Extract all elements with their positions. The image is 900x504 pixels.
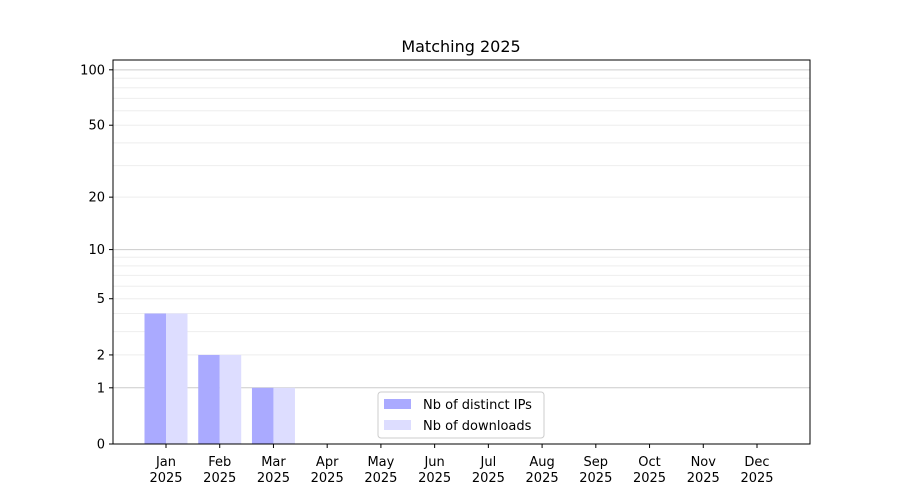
y-tick-label: 5 bbox=[97, 292, 105, 307]
bar-distinct-ips bbox=[251, 387, 274, 444]
chart-title: Matching 2025 bbox=[401, 37, 520, 56]
x-tick-label: Aug 2025 bbox=[526, 455, 559, 486]
y-tick-label: 50 bbox=[88, 119, 105, 134]
legend-swatch-ips bbox=[384, 399, 411, 409]
y-tick-label: 0 bbox=[97, 438, 105, 453]
legend: Nb of distinct IPs Nb of downloads bbox=[377, 391, 545, 439]
y-tick-label: 10 bbox=[88, 243, 105, 258]
x-tick-label: Jun 2025 bbox=[418, 455, 451, 486]
y-tick-label: 20 bbox=[88, 191, 105, 206]
x-tick-label: Oct 2025 bbox=[633, 455, 666, 486]
bar-distinct-ips bbox=[198, 354, 220, 444]
bar-downloads bbox=[219, 354, 242, 444]
x-tick-label: May 2025 bbox=[364, 455, 397, 486]
y-tick-label: 100 bbox=[80, 63, 105, 78]
x-tick-label: Mar 2025 bbox=[257, 455, 290, 486]
bar-distinct-ips bbox=[144, 313, 166, 444]
legend-swatch-downloads bbox=[384, 420, 411, 430]
y-axis: 0 1 2 5 10 20 50 100 bbox=[80, 63, 113, 453]
axes-frame bbox=[112, 59, 811, 445]
x-tick-label: Jul 2025 bbox=[472, 455, 505, 486]
x-tick-label: Apr 2025 bbox=[311, 455, 344, 486]
legend-frame bbox=[377, 391, 545, 439]
bar-downloads bbox=[166, 313, 188, 444]
x-tick-label: Feb 2025 bbox=[203, 455, 236, 486]
legend-label-downloads: Nb of downloads bbox=[423, 419, 532, 434]
x-tick-label: Nov 2025 bbox=[687, 455, 720, 486]
x-tick-label: Dec 2025 bbox=[740, 455, 773, 486]
y-tick-label: 1 bbox=[97, 381, 105, 396]
y-tick-label: 2 bbox=[97, 348, 105, 363]
x-axis: Jan 2025 Feb 2025 Mar 2025 Apr 2025 May 2025 Jun 20… bbox=[149, 444, 774, 486]
x-tick-label: Sep 2025 bbox=[579, 455, 612, 486]
bars bbox=[144, 313, 295, 444]
legend-label-ips: Nb of distinct IPs bbox=[423, 398, 532, 413]
bar-downloads bbox=[273, 387, 295, 444]
x-tick-label: Jan 2025 bbox=[149, 455, 182, 486]
gridlines bbox=[113, 69, 810, 389]
